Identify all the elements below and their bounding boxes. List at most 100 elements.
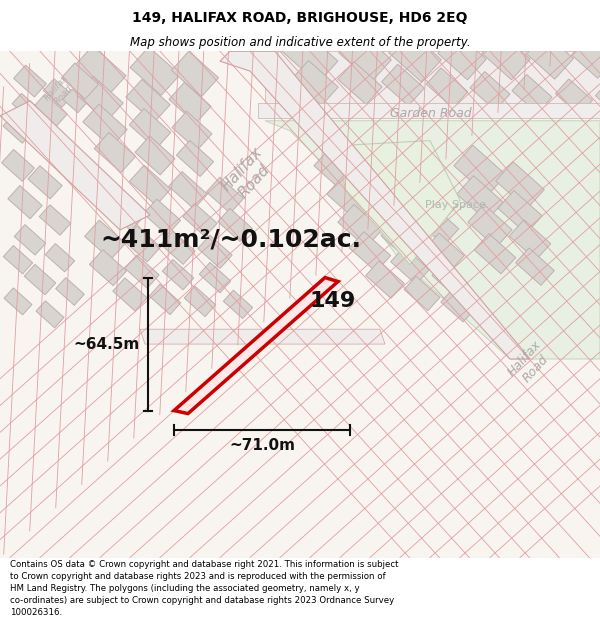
Bar <box>56 278 85 305</box>
Bar <box>43 79 73 107</box>
Bar <box>130 47 180 96</box>
Bar <box>36 301 64 328</box>
Bar <box>14 65 46 97</box>
Bar <box>24 264 56 295</box>
Bar <box>498 191 542 234</box>
Bar <box>349 232 391 272</box>
Bar <box>28 166 62 199</box>
Bar <box>468 204 512 248</box>
Bar <box>556 79 593 115</box>
Polygon shape <box>265 51 600 106</box>
Bar <box>183 203 217 237</box>
Bar <box>149 284 181 314</box>
Bar <box>595 81 600 117</box>
Polygon shape <box>258 103 600 118</box>
Bar <box>338 31 391 82</box>
Bar <box>46 244 74 272</box>
Bar <box>365 162 415 209</box>
Text: ~64.5m: ~64.5m <box>74 337 140 352</box>
Bar <box>83 104 127 147</box>
Bar <box>512 74 552 113</box>
Text: ~411m²/~0.102ac.: ~411m²/~0.102ac. <box>100 228 361 252</box>
Bar <box>63 89 87 112</box>
Bar <box>135 136 175 175</box>
Text: Sycamore View: Sycamore View <box>239 308 301 366</box>
Bar <box>282 29 338 83</box>
Bar <box>426 68 468 108</box>
Bar <box>223 290 253 319</box>
Bar <box>496 162 544 209</box>
Bar <box>124 226 161 262</box>
Bar <box>572 34 600 78</box>
Bar <box>417 205 459 245</box>
Bar <box>406 182 443 218</box>
Bar <box>509 220 551 260</box>
Bar <box>61 63 98 99</box>
Text: Halifax
Road: Halifax Road <box>43 73 77 109</box>
Bar <box>441 289 475 322</box>
Bar <box>482 32 530 80</box>
Text: Contains OS data © Crown copyright and database right 2021. This information is : Contains OS data © Crown copyright and d… <box>10 559 398 617</box>
Bar <box>404 276 440 311</box>
Bar <box>381 220 423 260</box>
Bar <box>129 109 171 149</box>
Bar <box>338 204 382 248</box>
Text: Garden Road: Garden Road <box>390 107 472 120</box>
Bar <box>365 261 404 298</box>
Bar <box>474 234 516 274</box>
Bar <box>470 71 510 111</box>
Bar <box>199 262 231 292</box>
Bar <box>8 186 42 219</box>
Bar <box>327 176 373 221</box>
Polygon shape <box>140 329 385 344</box>
Bar <box>425 233 464 271</box>
Text: ~71.0m: ~71.0m <box>229 438 295 453</box>
Bar <box>184 286 216 317</box>
Bar <box>391 247 430 284</box>
Bar <box>292 61 338 106</box>
Polygon shape <box>265 121 600 359</box>
Bar <box>39 205 71 235</box>
Bar <box>172 51 218 97</box>
Bar <box>432 262 468 297</box>
Bar <box>389 31 442 82</box>
Bar <box>198 235 232 268</box>
Bar <box>206 177 244 213</box>
Text: 149, HALIFAX ROAD, BRIGHOUSE, HD6 2EQ: 149, HALIFAX ROAD, BRIGHOUSE, HD6 2EQ <box>132 11 468 25</box>
Bar <box>89 249 127 286</box>
Bar <box>143 199 181 235</box>
Bar <box>169 171 208 209</box>
Bar <box>3 114 33 143</box>
Bar <box>4 246 32 274</box>
Bar <box>515 248 554 286</box>
Bar <box>454 145 506 196</box>
Text: Halifax
Road: Halifax Road <box>505 339 555 389</box>
Bar <box>382 64 424 106</box>
Polygon shape <box>340 141 460 264</box>
Text: Halifax
Road: Halifax Road <box>218 145 278 206</box>
Bar <box>126 79 170 122</box>
Text: 149: 149 <box>310 291 356 311</box>
Text: Map shows position and indicative extent of the property.: Map shows position and indicative extent… <box>130 36 470 49</box>
Bar <box>162 259 194 290</box>
Bar <box>32 120 58 145</box>
Bar <box>176 141 214 176</box>
Bar <box>94 132 136 173</box>
Bar <box>14 224 46 255</box>
Bar <box>2 149 34 181</box>
Bar <box>527 33 574 79</box>
Polygon shape <box>0 51 600 558</box>
Bar <box>77 76 123 121</box>
Bar <box>106 193 145 231</box>
Bar <box>314 145 366 196</box>
Bar <box>161 231 195 264</box>
Bar <box>438 32 486 80</box>
Bar <box>373 191 417 234</box>
Bar <box>125 255 159 288</box>
Polygon shape <box>220 51 530 359</box>
Bar <box>12 93 38 118</box>
Bar <box>74 46 126 96</box>
Polygon shape <box>0 101 150 230</box>
Bar <box>129 165 171 206</box>
Bar <box>172 111 212 150</box>
